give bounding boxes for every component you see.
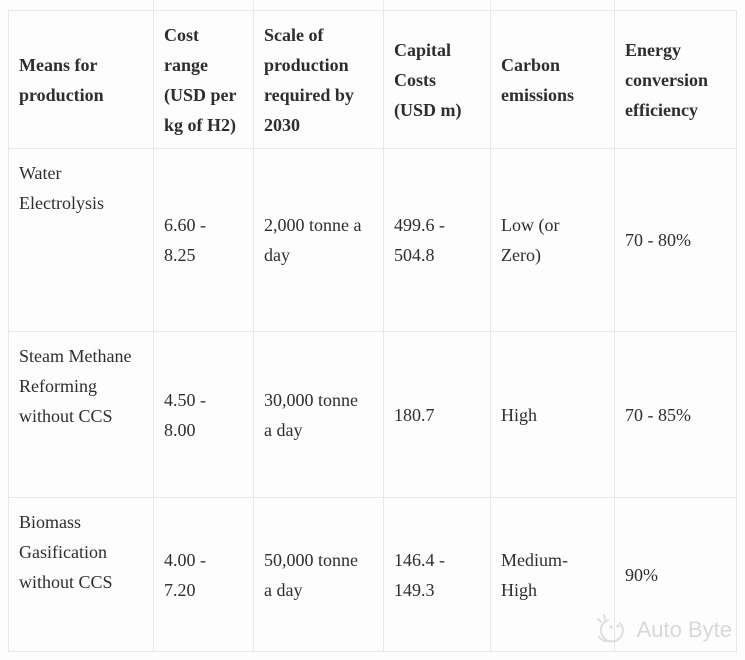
header-row: Means for production Cost range (USD per…	[8, 10, 737, 149]
cell-carbon-emissions: Low (or Zero)	[490, 148, 615, 332]
table-row-water-electrolysis: Water Electrolysis 6.60 - 8.25 2,000 ton…	[8, 148, 737, 332]
cell-cost-range: 4.00 - 7.20	[153, 497, 254, 652]
row-label-steam-methane-reforming: Steam Methane Reforming without CCS	[8, 331, 154, 498]
cell-cost-range: 6.60 - 8.25	[153, 148, 254, 332]
header-carbon-emissions: Carbon emissions	[490, 10, 615, 149]
header-energy-conversion-efficiency: Energy conversion efficiency	[614, 10, 737, 149]
header-cost-range: Cost range (USD per kg of H2)	[153, 10, 254, 149]
table-row-steam-methane-reforming: Steam Methane Reforming without CCS 4.50…	[8, 331, 737, 498]
cropped-border-stub	[253, 0, 254, 10]
header-means-for-production: Means for production	[8, 10, 154, 149]
cell-carbon-emissions: Medium- High	[490, 497, 615, 652]
cell-efficiency: 70 - 80%	[614, 148, 737, 332]
cropped-border-stub	[614, 0, 615, 10]
cell-capital-costs: 180.7	[383, 331, 491, 498]
row-label-biomass-gasification: Biomass Gasification without CCS	[8, 497, 154, 652]
cell-cost-range: 4.50 - 8.00	[153, 331, 254, 498]
cell-scale-of-production: 50,000 tonne a day	[253, 497, 384, 652]
header-capital-costs: Capital Costs (USD m)	[383, 10, 491, 149]
cropped-border-stub	[153, 0, 154, 10]
cell-capital-costs: 499.6 - 504.8	[383, 148, 491, 332]
cropped-border-stub	[490, 0, 491, 10]
cell-scale-of-production: 2,000 tonne a day	[253, 148, 384, 332]
cell-scale-of-production: 30,000 tonne a day	[253, 331, 384, 498]
cell-carbon-emissions: High	[490, 331, 615, 498]
cell-efficiency: 70 - 85%	[614, 331, 737, 498]
header-scale-of-production: Scale of production required by 2030	[253, 10, 384, 149]
cell-capital-costs: 146.4 - 149.3	[383, 497, 491, 652]
row-label-water-electrolysis: Water Electrolysis	[8, 148, 154, 332]
cropped-border-stub	[383, 0, 384, 10]
cell-efficiency: 90%	[614, 497, 737, 652]
table-row-biomass-gasification: Biomass Gasification without CCS 4.00 - …	[8, 497, 737, 652]
hydrogen-production-comparison-table: Means for production Cost range (USD per…	[8, 10, 737, 652]
